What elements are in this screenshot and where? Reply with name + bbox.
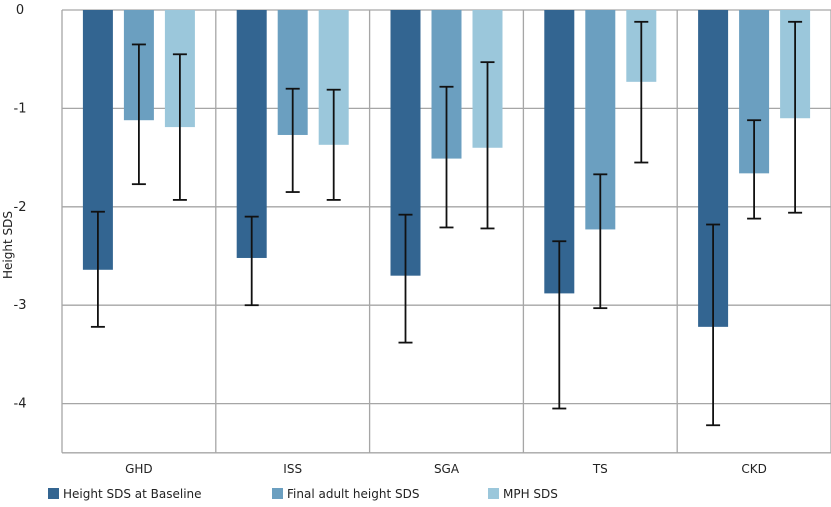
x-tick-label: SGA	[434, 462, 460, 476]
legend-swatch	[272, 488, 283, 499]
y-tick-label: -4	[14, 397, 27, 412]
x-tick-label: GHD	[125, 462, 153, 476]
y-tick-label: -1	[14, 101, 27, 116]
legend-label: Height SDS at Baseline	[63, 487, 202, 501]
legend: Height SDS at Baseline Final adult height…	[48, 487, 558, 501]
legend-label: MPH SDS	[503, 487, 558, 501]
x-tick-label: ISS	[283, 462, 302, 476]
y-axis-title: Height SDS	[1, 211, 15, 279]
y-tick-label: -3	[14, 298, 27, 313]
x-tick-label: CKD	[741, 462, 767, 476]
legend-label: Final adult height SDS	[287, 487, 419, 501]
error-bars	[90, 20, 803, 427]
x-tick-label: TS	[592, 462, 608, 476]
legend-swatch	[48, 488, 59, 499]
y-tick-label: -2	[14, 200, 27, 215]
axes: 0 -1 -2 -3 -4 GHD ISS SGA TS CKD	[14, 3, 831, 476]
legend-swatch	[488, 488, 499, 499]
y-tick-label: 0	[16, 3, 24, 18]
